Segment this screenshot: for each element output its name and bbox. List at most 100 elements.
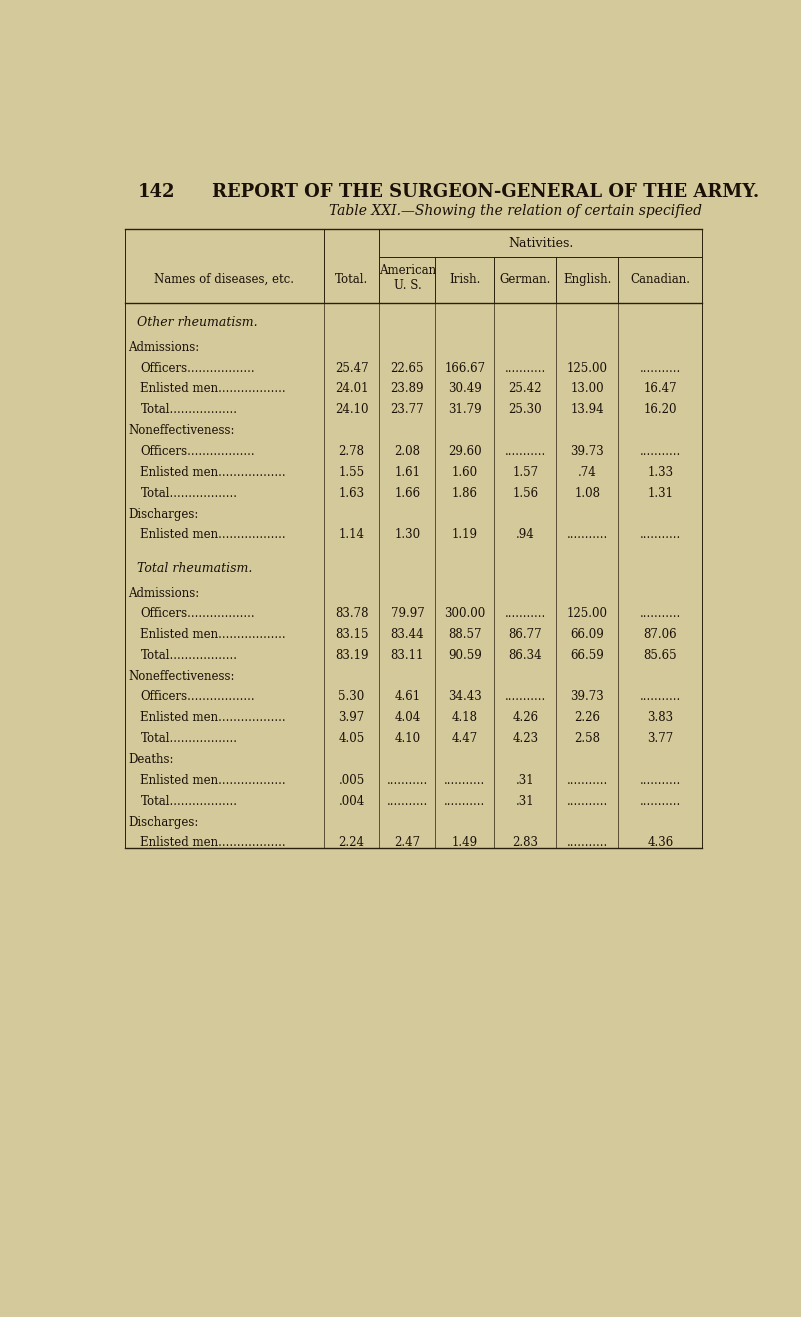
Text: ...........: ........... — [640, 528, 681, 541]
Text: English.: English. — [563, 273, 612, 286]
Text: 4.23: 4.23 — [513, 732, 538, 745]
Text: ...........: ........... — [640, 445, 681, 458]
Text: 1.08: 1.08 — [574, 486, 601, 499]
Text: 83.44: 83.44 — [391, 628, 425, 641]
Text: 125.00: 125.00 — [567, 362, 608, 374]
Text: 25.30: 25.30 — [509, 403, 542, 416]
Text: Enlisted men..................: Enlisted men.................. — [140, 382, 286, 395]
Text: 22.65: 22.65 — [391, 362, 425, 374]
Text: Officers..................: Officers.................. — [140, 362, 255, 374]
Text: 4.26: 4.26 — [513, 711, 538, 724]
Text: Enlisted men..................: Enlisted men.................. — [140, 836, 286, 849]
Text: 3.97: 3.97 — [338, 711, 364, 724]
Text: 125.00: 125.00 — [567, 607, 608, 620]
Text: Enlisted men..................: Enlisted men.................. — [140, 628, 286, 641]
Text: Other rheumatism.: Other rheumatism. — [138, 316, 258, 329]
Text: 25.42: 25.42 — [509, 382, 542, 395]
Text: Noneffectiveness:: Noneffectiveness: — [128, 424, 235, 437]
Text: 13.00: 13.00 — [570, 382, 604, 395]
Text: Enlisted men..................: Enlisted men.................. — [140, 773, 286, 786]
Text: 1.60: 1.60 — [452, 466, 478, 478]
Text: .005: .005 — [338, 773, 364, 786]
Text: ...........: ........... — [445, 794, 485, 807]
Text: 83.19: 83.19 — [335, 649, 368, 662]
Text: ...........: ........... — [567, 773, 608, 786]
Text: ...........: ........... — [640, 794, 681, 807]
Text: 1.55: 1.55 — [339, 466, 364, 478]
Text: 1.19: 1.19 — [452, 528, 478, 541]
Text: 2.24: 2.24 — [339, 836, 364, 849]
Text: ...........: ........... — [567, 794, 608, 807]
Text: 4.61: 4.61 — [394, 690, 421, 703]
Text: 1.57: 1.57 — [513, 466, 538, 478]
Text: 86.34: 86.34 — [509, 649, 542, 662]
Text: 31.79: 31.79 — [448, 403, 481, 416]
Text: ...........: ........... — [640, 773, 681, 786]
Text: Discharges:: Discharges: — [128, 507, 199, 520]
Text: ...........: ........... — [505, 607, 546, 620]
Text: ...........: ........... — [567, 528, 608, 541]
Text: 83.15: 83.15 — [335, 628, 368, 641]
Text: 34.43: 34.43 — [448, 690, 481, 703]
Text: Officers..................: Officers.................. — [140, 607, 255, 620]
Text: 29.60: 29.60 — [448, 445, 481, 458]
Text: 300.00: 300.00 — [445, 607, 485, 620]
Text: Admissions:: Admissions: — [128, 341, 199, 354]
Text: 39.73: 39.73 — [570, 445, 604, 458]
Text: German.: German. — [500, 273, 551, 286]
Text: .31: .31 — [516, 794, 535, 807]
Text: Officers..................: Officers.................. — [140, 690, 255, 703]
Text: 2.78: 2.78 — [339, 445, 364, 458]
Text: 88.57: 88.57 — [448, 628, 481, 641]
Text: Discharges:: Discharges: — [128, 815, 199, 828]
Text: 1.30: 1.30 — [394, 528, 421, 541]
Text: 85.65: 85.65 — [643, 649, 677, 662]
Text: ...........: ........... — [445, 773, 485, 786]
Text: 25.47: 25.47 — [335, 362, 368, 374]
Text: .74: .74 — [578, 466, 597, 478]
Text: Deaths:: Deaths: — [128, 753, 174, 766]
Text: 1.86: 1.86 — [452, 486, 478, 499]
Text: 83.11: 83.11 — [391, 649, 424, 662]
Text: Canadian.: Canadian. — [630, 273, 690, 286]
Text: Nativities.: Nativities. — [509, 237, 574, 250]
Text: 66.09: 66.09 — [570, 628, 604, 641]
Text: ...........: ........... — [505, 690, 546, 703]
Text: Table XXI.—Showing the relation of certain specified: Table XXI.—Showing the relation of certa… — [329, 204, 702, 217]
Text: .004: .004 — [338, 794, 364, 807]
Text: ...........: ........... — [640, 607, 681, 620]
Text: 3.77: 3.77 — [647, 732, 674, 745]
Text: 83.78: 83.78 — [335, 607, 368, 620]
Text: 2.47: 2.47 — [394, 836, 421, 849]
Text: Total..................: Total.................. — [140, 486, 237, 499]
Text: Total rheumatism.: Total rheumatism. — [138, 562, 253, 576]
Text: Total..................: Total.................. — [140, 732, 237, 745]
Text: 87.06: 87.06 — [643, 628, 677, 641]
Text: Noneffectiveness:: Noneffectiveness: — [128, 670, 235, 684]
Text: Total.: Total. — [335, 273, 368, 286]
Text: 86.77: 86.77 — [509, 628, 542, 641]
Text: 4.47: 4.47 — [452, 732, 478, 745]
Text: 2.08: 2.08 — [394, 445, 421, 458]
Text: 66.59: 66.59 — [570, 649, 604, 662]
Text: 1.31: 1.31 — [647, 486, 674, 499]
Text: 23.77: 23.77 — [391, 403, 425, 416]
Text: REPORT OF THE SURGEON-GENERAL OF THE ARMY.: REPORT OF THE SURGEON-GENERAL OF THE ARM… — [211, 183, 759, 202]
Text: 1.14: 1.14 — [339, 528, 364, 541]
Text: ...........: ........... — [567, 836, 608, 849]
Text: 24.10: 24.10 — [335, 403, 368, 416]
Text: 23.89: 23.89 — [391, 382, 425, 395]
Text: Officers..................: Officers.................. — [140, 445, 255, 458]
Text: .31: .31 — [516, 773, 535, 786]
Text: American
U. S.: American U. S. — [379, 263, 436, 291]
Text: 2.26: 2.26 — [574, 711, 601, 724]
Text: 5.30: 5.30 — [338, 690, 364, 703]
Text: 2.58: 2.58 — [574, 732, 601, 745]
Text: 16.20: 16.20 — [644, 403, 677, 416]
Text: Admissions:: Admissions: — [128, 587, 199, 601]
Text: ...........: ........... — [640, 362, 681, 374]
Text: 39.73: 39.73 — [570, 690, 604, 703]
Text: 4.18: 4.18 — [452, 711, 478, 724]
Text: ...........: ........... — [505, 362, 546, 374]
Text: 142: 142 — [138, 183, 175, 202]
